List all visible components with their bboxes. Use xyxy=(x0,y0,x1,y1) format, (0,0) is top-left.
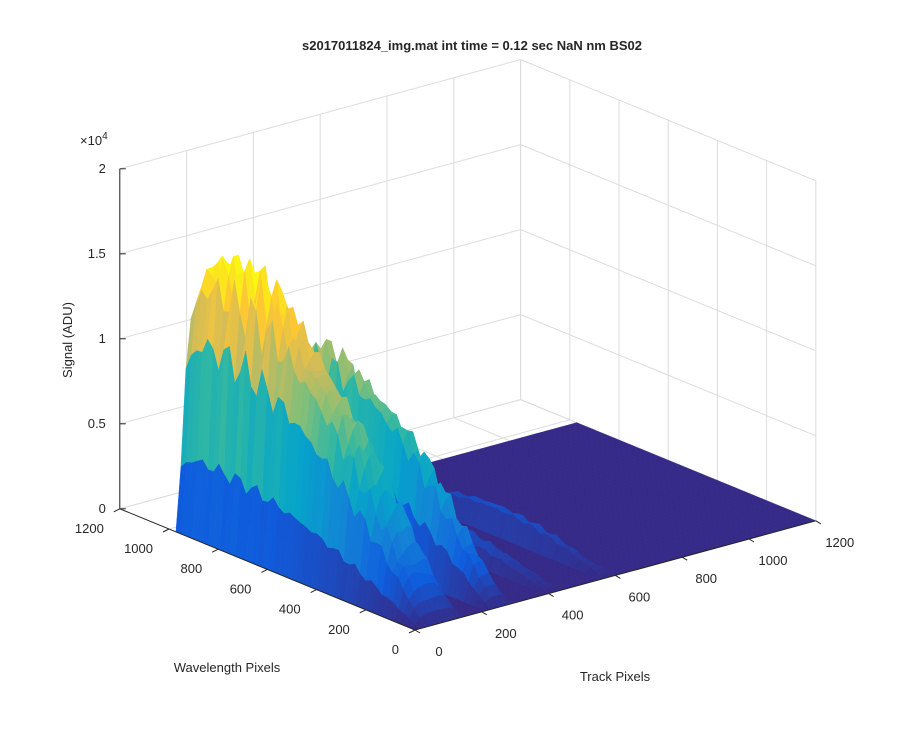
x-tick-label: 600 xyxy=(629,589,651,604)
grid-line xyxy=(520,229,816,352)
y-tick-label: 200 xyxy=(328,622,350,637)
x-tick-mark xyxy=(681,556,688,561)
y-tick-mark xyxy=(408,629,416,634)
x-tick-mark xyxy=(414,629,421,634)
grid-line xyxy=(520,144,816,267)
z-tick-label: 1.5 xyxy=(88,246,106,261)
z-tick-label: 1 xyxy=(99,331,106,346)
y-tick-mark xyxy=(162,528,170,533)
y-tick-mark xyxy=(310,589,317,594)
y-tick-label: 400 xyxy=(279,602,301,617)
x-tick-label: 0 xyxy=(435,644,442,659)
x-tick-label: 1000 xyxy=(759,553,788,568)
grid-line xyxy=(119,229,521,340)
z-axis-label: Signal (ADU) xyxy=(60,302,75,378)
y-tick-mark xyxy=(211,548,219,553)
axis-layer: 0200400600800100012000200400600800100012… xyxy=(75,161,854,659)
x-tick-mark xyxy=(748,538,755,543)
x-tick-mark xyxy=(548,593,554,598)
y-tick-label: 600 xyxy=(230,581,252,596)
grid-line xyxy=(119,144,521,255)
x-tick-label: 1200 xyxy=(825,535,854,550)
z-tick-label: 0 xyxy=(99,501,106,516)
grid-line xyxy=(520,314,816,437)
x-tick-mark xyxy=(481,611,488,616)
z-exponent-label: ×104 xyxy=(80,131,108,148)
y-tick-mark xyxy=(113,508,121,513)
x-axis-label: Track Pixels xyxy=(580,669,651,684)
y-tick-label: 1000 xyxy=(124,541,153,556)
grid-line xyxy=(520,59,816,182)
x-tick-mark xyxy=(815,520,822,525)
y-tick-label: 1200 xyxy=(75,521,104,536)
surface-layer xyxy=(175,254,817,631)
grid-line xyxy=(119,59,521,170)
y-tick-mark xyxy=(359,609,367,614)
x-tick-label: 400 xyxy=(562,608,584,623)
y-tick-label: 800 xyxy=(180,561,202,576)
z-tick-label: 0.5 xyxy=(88,416,106,431)
x-tick-label: 200 xyxy=(495,626,517,641)
chart-title: s2017011824_img.mat int time = 0.12 sec … xyxy=(302,38,642,53)
x-tick-label: 800 xyxy=(695,571,717,586)
y-axis-label: Wavelength Pixels xyxy=(174,660,281,675)
x-tick-mark xyxy=(615,574,621,579)
y-tick-label: 0 xyxy=(392,642,399,657)
y-tick-mark xyxy=(261,568,268,573)
z-tick-label: 2 xyxy=(99,161,106,176)
